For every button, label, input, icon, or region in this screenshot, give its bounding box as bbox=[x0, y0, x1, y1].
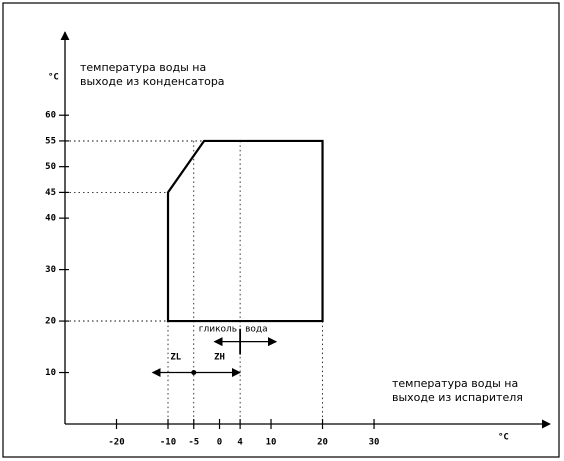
x-unit: °C bbox=[498, 433, 509, 443]
x-tick-label: 20 bbox=[317, 438, 328, 448]
x-label: температура воды на bbox=[392, 377, 518, 390]
x-tick-label: -10 bbox=[160, 438, 176, 448]
x-tick-label: 4 bbox=[237, 438, 243, 448]
x-tick-label: -20 bbox=[108, 438, 124, 448]
y-tick-label: 50 bbox=[45, 162, 56, 172]
y-tick-label: 30 bbox=[45, 265, 56, 275]
y-label: выходе из конденсатора bbox=[80, 75, 225, 88]
y-tick-label: 20 bbox=[45, 317, 56, 327]
zone-label: ZL bbox=[170, 353, 181, 363]
zone-label: гликоль bbox=[199, 324, 237, 334]
envelope bbox=[168, 141, 323, 321]
y-unit: °C bbox=[48, 73, 59, 83]
x-tick-label: 0 bbox=[217, 438, 222, 448]
y-tick-label: 45 bbox=[45, 188, 56, 198]
y-tick-label: 60 bbox=[45, 111, 56, 121]
x-label: выходе из испарителя bbox=[392, 391, 523, 404]
y-label: температура воды на bbox=[80, 61, 206, 74]
x-tick-label: -5 bbox=[188, 438, 199, 448]
y-tick-label: 10 bbox=[45, 368, 56, 378]
x-tick-label: 30 bbox=[369, 438, 380, 448]
zone-label: вода bbox=[245, 324, 268, 334]
x-tick-label: 10 bbox=[266, 438, 277, 448]
y-tick-label: 40 bbox=[45, 214, 56, 224]
zone-point bbox=[191, 370, 196, 375]
zone-label: ZH bbox=[214, 353, 225, 363]
y-tick-label: 55 bbox=[45, 136, 56, 146]
